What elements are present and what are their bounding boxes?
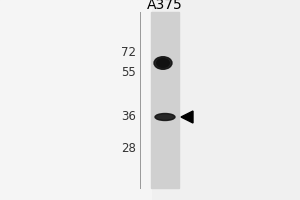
Text: 36: 36 bbox=[121, 110, 136, 123]
Text: 55: 55 bbox=[121, 66, 136, 79]
Bar bbox=[0, 0, 151, 200]
Polygon shape bbox=[181, 111, 193, 123]
Bar bbox=[179, 0, 300, 200]
Ellipse shape bbox=[159, 60, 167, 66]
Text: 28: 28 bbox=[121, 142, 136, 156]
Bar bbox=[151, 12, 179, 188]
Text: 72: 72 bbox=[121, 46, 136, 60]
Text: A375: A375 bbox=[147, 0, 183, 12]
Ellipse shape bbox=[154, 57, 172, 69]
Ellipse shape bbox=[157, 59, 169, 67]
Ellipse shape bbox=[155, 114, 175, 120]
